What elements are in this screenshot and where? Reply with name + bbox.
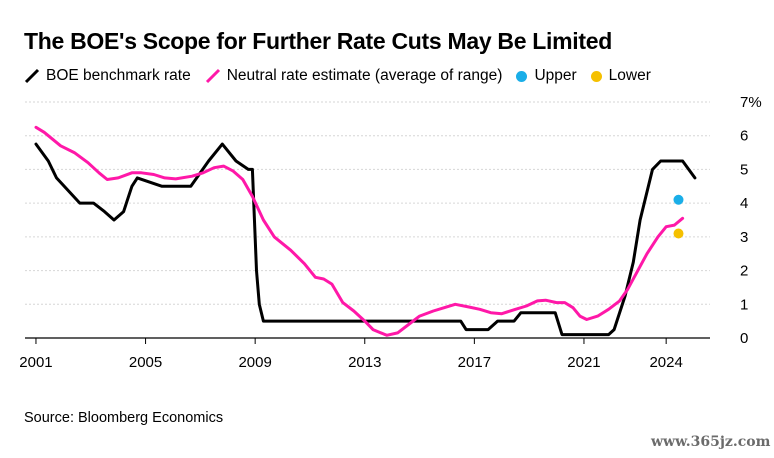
y-tick-label: 3: [740, 229, 748, 246]
series-point-2: [673, 194, 684, 205]
watermark: www.365jz.com: [651, 434, 771, 450]
legend-label-upper: Upper: [534, 67, 577, 84]
y-tick-label: 4: [740, 195, 748, 212]
y-tick-label: 0: [740, 330, 748, 347]
series-line-1: [34, 125, 685, 337]
y-tick-label: 6: [740, 128, 748, 145]
y-tick-label: 5: [740, 161, 748, 178]
legend-yellow-dot-icon: [590, 70, 602, 82]
x-tick-label: 2024: [649, 354, 682, 371]
y-tick-label: 2: [740, 263, 748, 280]
y-tick-label: 1: [740, 296, 748, 313]
source-note: Source: Bloomberg Economics: [24, 410, 224, 426]
x-tick-label: 2017: [458, 354, 491, 371]
legend: BOE benchmark rate Neutral rate estimate…: [24, 66, 665, 86]
x-tick-label: 2005: [129, 354, 162, 371]
y-tick-label: 7%: [740, 94, 762, 111]
x-tick-label: 2009: [238, 354, 271, 371]
legend-item-boe-rate: BOE benchmark rate: [24, 67, 191, 85]
series-line-0: [34, 142, 697, 337]
legend-label-boe-rate: BOE benchmark rate: [46, 67, 191, 84]
legend-label-lower: Lower: [608, 67, 651, 84]
legend-item-neutral-rate: Neutral rate estimate (average of range): [205, 67, 503, 85]
legend-pink-line-icon: [205, 68, 220, 84]
legend-blue-dot-icon: [516, 70, 528, 82]
legend-item-lower: Lower: [590, 67, 651, 85]
chart-title: The BOE's Scope for Further Rate Cuts Ma…: [24, 28, 612, 54]
legend-black-line-icon: [24, 68, 40, 84]
x-tick-label: 2001: [19, 354, 52, 371]
legend-item-upper: Upper: [516, 67, 577, 85]
x-tick-label: 2013: [348, 354, 381, 371]
x-tick-label: 2021: [567, 354, 600, 371]
series-point-3: [673, 228, 684, 239]
legend-label-neutral-rate: Neutral rate estimate (average of range): [226, 67, 503, 84]
